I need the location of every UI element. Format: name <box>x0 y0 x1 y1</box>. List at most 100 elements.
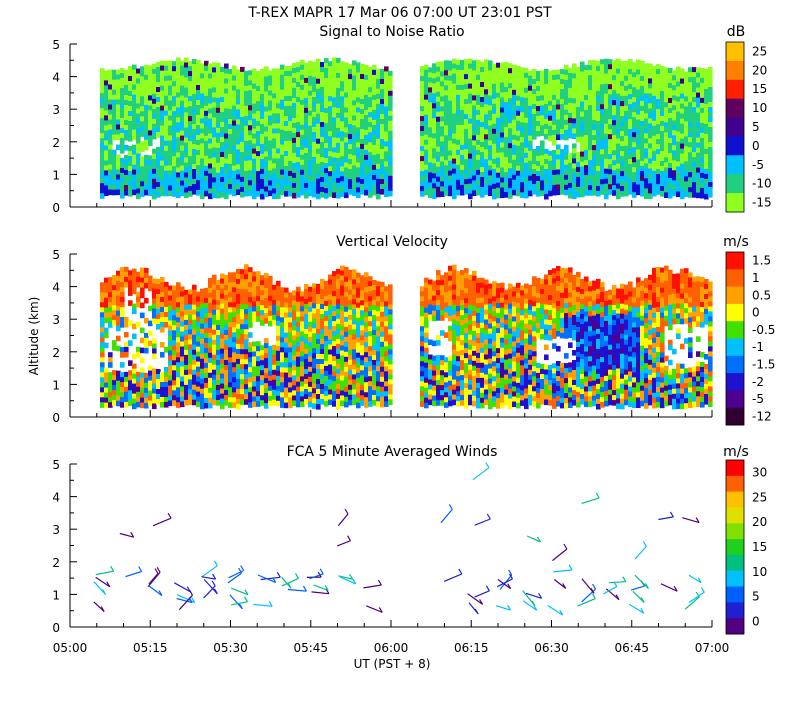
colorbar-tick-label: 15 <box>752 540 767 554</box>
y-tick-label: 1 <box>52 168 60 182</box>
main-title: T-REX MAPR 17 Mar 06 07:00 UT 23:01 PST <box>247 5 552 21</box>
wind-barb <box>473 468 489 480</box>
wind-barb-flag <box>348 536 351 541</box>
wind-barb <box>635 546 647 559</box>
colorbar-tick-label: 25 <box>752 490 767 504</box>
y-tick-label: 0 <box>52 411 60 425</box>
y-tick-label: 5 <box>52 458 60 472</box>
colorbar-swatch <box>726 476 744 492</box>
colorbar-tick-label: 10 <box>752 101 767 115</box>
colorbar-tick-label: -10 <box>752 177 772 191</box>
wind-barb-flag <box>345 509 348 514</box>
wind-barb-flag <box>701 587 704 592</box>
colorbar-swatch <box>726 602 744 618</box>
wind-barb <box>554 580 565 589</box>
wind-barb <box>337 541 350 546</box>
wind-barb-flag <box>593 584 596 589</box>
wind-barb <box>149 586 163 596</box>
wind-barb-flag <box>643 541 646 546</box>
colorbar-swatch <box>726 460 744 476</box>
wind-barb-flag <box>190 590 193 595</box>
colorbar-swatch <box>726 99 744 118</box>
colorbar-swatch <box>726 269 744 287</box>
colorbar-tick-label: 1 <box>752 271 760 285</box>
wind-barb <box>609 582 626 583</box>
wind-barb-flag <box>623 577 626 582</box>
colorbar-swatch <box>726 492 744 508</box>
x-tick-label: 05:30 <box>213 641 248 655</box>
colorbar-swatch <box>726 174 744 193</box>
y-tick-label: 4 <box>52 71 60 85</box>
snr-heatmap <box>100 57 713 199</box>
y-tick-label: 2 <box>52 556 60 570</box>
x-tick-label: 06:00 <box>374 641 409 655</box>
colorbar-swatch <box>726 571 744 587</box>
wind-barb-flag <box>486 463 489 468</box>
colorbar-swatch <box>726 80 744 99</box>
colorbar-swatch <box>726 155 744 174</box>
wind-barb-flag <box>449 504 452 509</box>
x-tick-label: 05:15 <box>133 641 168 655</box>
vv-colorbar-unit: m/s <box>723 234 749 250</box>
colorbar-tick-label: 0 <box>752 615 760 629</box>
wind-barb-flag <box>139 567 142 572</box>
colorbar-swatch <box>726 136 744 155</box>
wind-barb <box>202 566 217 577</box>
wind-barb-flag <box>296 573 299 578</box>
colorbar-tick-label: 25 <box>752 44 767 58</box>
wind-barb <box>153 518 171 526</box>
snr-colorbar-unit: dB <box>727 24 746 40</box>
colorbar-swatch <box>726 304 744 322</box>
colorbar-tick-label: 0 <box>752 139 760 153</box>
wind-barb <box>475 519 491 525</box>
wind-barb-flag <box>487 514 490 519</box>
wind-barb <box>312 592 329 594</box>
colorbar-tick-label: 30 <box>752 465 767 479</box>
wind-barb <box>288 590 307 592</box>
colorbar-swatch <box>726 61 744 80</box>
wind-barb-flag <box>320 569 323 574</box>
wind-barb <box>201 577 215 579</box>
y-tick-label: 1 <box>52 588 60 602</box>
winds-title: FCA 5 Minute Averaged Winds <box>287 444 498 460</box>
colorbar-swatch <box>726 539 744 555</box>
colorbar-swatch <box>726 287 744 305</box>
wind-barb <box>253 604 272 606</box>
wind-barb-flag <box>569 565 572 570</box>
wind-barb <box>577 599 595 607</box>
wind-barb <box>552 549 567 561</box>
colorbar-swatch <box>726 118 744 137</box>
wind-barb <box>606 589 619 600</box>
colorbar-swatch <box>726 42 744 61</box>
colorbar-swatch <box>726 587 744 603</box>
colorbar-swatch <box>726 555 744 571</box>
wind-barb <box>685 597 699 609</box>
time-axis-label: UT (PST + 8) <box>354 657 431 671</box>
wind-barb-flag <box>486 586 489 591</box>
colorbar-swatch <box>726 356 744 374</box>
colorbar-tick-label: 20 <box>752 63 767 77</box>
colorbar-tick-label: -2 <box>752 375 764 389</box>
colorbar-swatch <box>726 252 744 270</box>
colorbar-swatch <box>726 523 744 539</box>
wind-barb-flag <box>245 597 248 602</box>
vv-colorbar: 1.510.50-0.5-1-1.5-2-5-12 <box>726 252 775 426</box>
colorbar-tick-label: 0.5 <box>752 288 771 302</box>
wind-barb <box>631 586 644 590</box>
wind-barb <box>363 585 381 588</box>
wind-barb-flag <box>596 493 599 498</box>
wind-barb <box>658 517 673 520</box>
colorbar-tick-label: 1.5 <box>752 254 771 268</box>
wind-barb-flag <box>241 566 244 571</box>
colorbar-tick-label: 5 <box>752 120 760 134</box>
colorbar-tick-label: 15 <box>752 82 767 96</box>
y-tick-label: 5 <box>52 38 60 52</box>
wind-barb <box>553 570 572 572</box>
y-tick-label: 1 <box>52 378 60 392</box>
colorbar-swatch <box>726 508 744 524</box>
y-tick-label: 0 <box>52 621 60 635</box>
wind-barb-flag <box>378 580 381 585</box>
wind-barb-flag <box>564 544 567 549</box>
